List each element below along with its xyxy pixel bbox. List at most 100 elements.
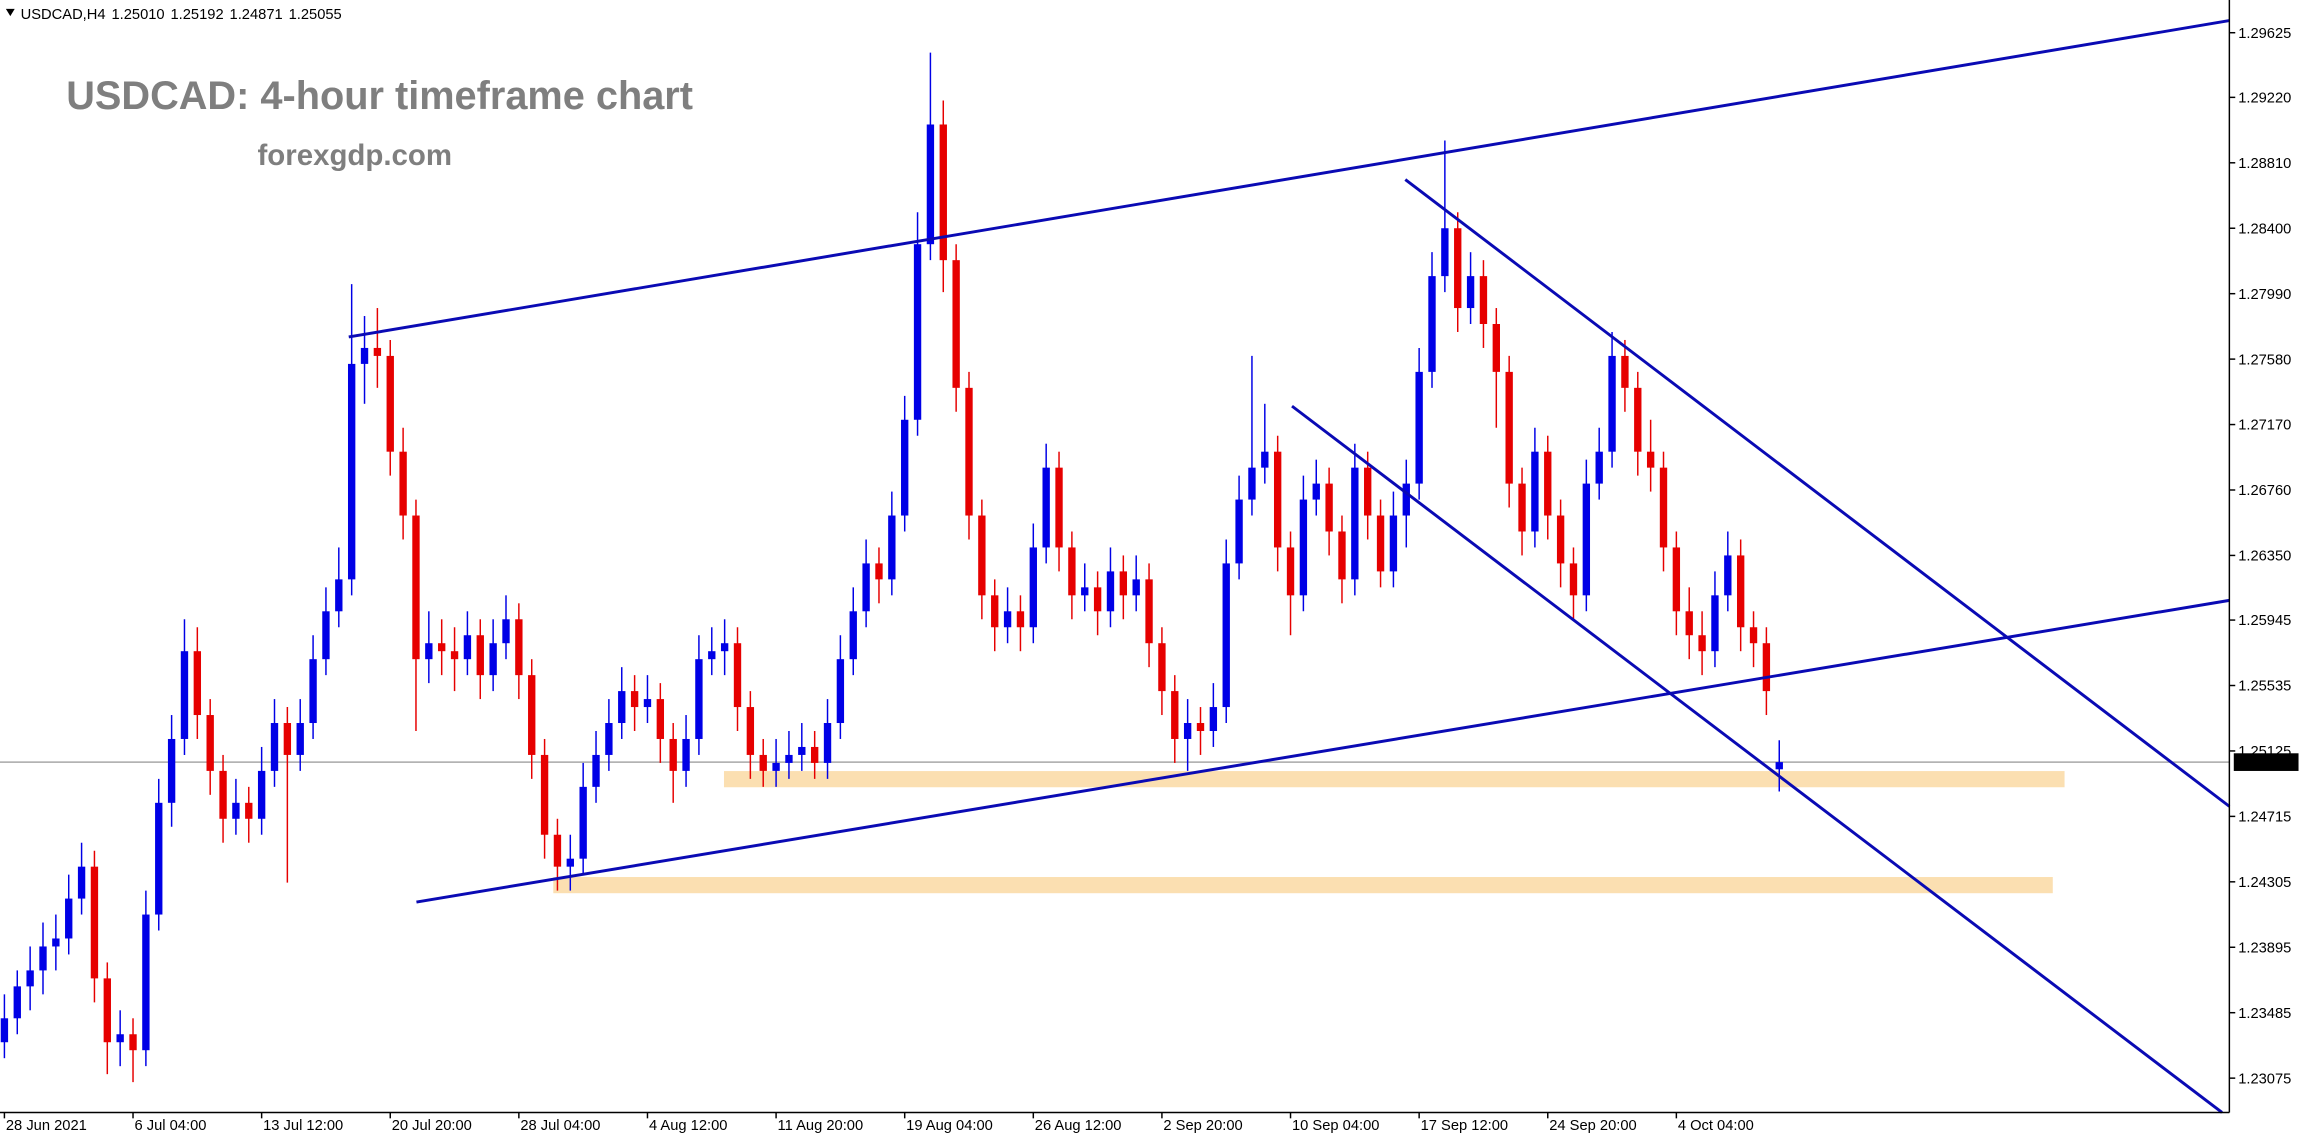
trend-line bbox=[416, 598, 2230, 904]
candle-body bbox=[1145, 579, 1153, 644]
candle-body bbox=[1711, 595, 1719, 652]
x-tick-label: 19 Aug 04:00 bbox=[906, 1118, 993, 1134]
candle-body bbox=[1775, 762, 1783, 770]
candle-body bbox=[553, 834, 562, 867]
candle-body bbox=[566, 858, 574, 867]
candle-body bbox=[309, 659, 317, 724]
candle-body bbox=[103, 978, 111, 1043]
candle-body bbox=[1016, 611, 1025, 628]
candle-body bbox=[270, 723, 279, 771]
candle-body bbox=[296, 723, 304, 755]
header-open: 1.25010 bbox=[111, 7, 164, 23]
candle-body bbox=[129, 1034, 137, 1051]
candle-body bbox=[579, 786, 587, 859]
candle-body bbox=[450, 651, 459, 660]
candle-body bbox=[502, 619, 510, 644]
candle-body bbox=[965, 387, 973, 516]
x-tick-label: 20 Jul 20:00 bbox=[392, 1118, 472, 1134]
candle-body bbox=[708, 651, 716, 660]
candle-body bbox=[245, 802, 253, 819]
candle-body bbox=[1351, 467, 1359, 580]
candle-body bbox=[1209, 707, 1218, 731]
candle-body bbox=[1055, 467, 1063, 548]
candle-body bbox=[1338, 531, 1346, 580]
candle-body bbox=[1698, 635, 1706, 652]
menu-arrow bbox=[5, 8, 15, 17]
x-tick-label: 2 Sep 20:00 bbox=[1163, 1118, 1242, 1134]
candle-body bbox=[1389, 515, 1398, 572]
candle-body bbox=[605, 723, 613, 755]
candle-body bbox=[540, 754, 549, 835]
candle-body bbox=[1544, 451, 1552, 516]
candle-body bbox=[656, 699, 665, 739]
candle-body bbox=[1685, 611, 1693, 636]
candle-body bbox=[193, 651, 202, 716]
candle-body bbox=[1736, 555, 1745, 628]
candle-body bbox=[1492, 324, 1500, 372]
candle-body bbox=[1569, 563, 1578, 596]
x-tick-label: 28 Jul 04:00 bbox=[520, 1118, 600, 1134]
candle-body bbox=[849, 611, 857, 660]
candle-body bbox=[926, 124, 935, 245]
chart-subtitle: forexgdp.com bbox=[258, 139, 453, 172]
chart-header: USDCAD,H4 1.25010 1.25192 1.24871 1.25055 bbox=[21, 7, 342, 23]
candle-body bbox=[489, 643, 497, 676]
candle-body bbox=[888, 515, 896, 580]
candle-body bbox=[913, 244, 922, 420]
current-price-label: 1.25055 bbox=[2238, 755, 2291, 771]
candle-body bbox=[1466, 276, 1475, 309]
candle-body bbox=[1479, 276, 1488, 325]
candle-body bbox=[412, 515, 420, 660]
candle-body bbox=[1724, 555, 1732, 596]
candle-body bbox=[219, 770, 227, 819]
current-price-box bbox=[2233, 753, 2299, 771]
candle-body bbox=[1325, 483, 1333, 532]
candle-body bbox=[1441, 228, 1449, 277]
candle-body bbox=[142, 914, 150, 1051]
candle-body bbox=[347, 363, 356, 580]
candle-body bbox=[798, 746, 806, 755]
chart-title: USDCAD: 4-hour timeframe chart bbox=[66, 74, 693, 118]
candle-body bbox=[1364, 467, 1372, 516]
x-tick-label: 17 Sep 12:00 bbox=[1421, 1118, 1508, 1134]
candle-body bbox=[438, 643, 446, 652]
candle-body bbox=[1595, 451, 1603, 484]
candle-body bbox=[1273, 451, 1282, 548]
y-tick-label: 1.27990 bbox=[2238, 287, 2291, 303]
candle-body bbox=[1183, 723, 1192, 739]
candle-body bbox=[875, 563, 883, 580]
candle-body bbox=[167, 738, 176, 803]
y-tick-label: 1.23075 bbox=[2238, 1071, 2291, 1087]
candle-body bbox=[682, 738, 690, 771]
candle-body bbox=[425, 643, 433, 660]
candle-body bbox=[180, 651, 189, 739]
candle-body bbox=[1171, 691, 1179, 739]
x-tick-label: 26 Aug 12:00 bbox=[1035, 1118, 1122, 1134]
candle-body bbox=[1286, 547, 1295, 596]
candle-body bbox=[772, 762, 780, 771]
candle-body bbox=[1454, 228, 1462, 309]
candle-body bbox=[65, 898, 73, 939]
y-tick-label: 1.25945 bbox=[2238, 613, 2291, 629]
candle-body bbox=[720, 643, 729, 652]
candle-body bbox=[322, 611, 330, 660]
candle-body bbox=[1608, 355, 1616, 452]
x-tick-label: 28 Jun 2021 bbox=[6, 1118, 87, 1134]
candle-body bbox=[1582, 483, 1591, 596]
support-zone bbox=[553, 877, 2053, 894]
candle-body bbox=[1672, 547, 1681, 612]
candle-body bbox=[528, 675, 536, 755]
y-tick-label: 1.28810 bbox=[2238, 156, 2291, 172]
y-tick-label: 1.27580 bbox=[2238, 352, 2291, 368]
candle-body bbox=[1261, 451, 1269, 468]
candle-body bbox=[1556, 515, 1565, 564]
candle-body bbox=[901, 419, 909, 516]
candle-body bbox=[399, 451, 407, 516]
y-tick-label: 1.26760 bbox=[2238, 483, 2291, 499]
candle-body bbox=[1029, 547, 1037, 628]
candle-body bbox=[991, 595, 999, 628]
candle-body bbox=[0, 1018, 9, 1043]
y-tick-label: 1.26350 bbox=[2238, 549, 2291, 565]
y-tick-label: 1.29625 bbox=[2238, 26, 2291, 42]
